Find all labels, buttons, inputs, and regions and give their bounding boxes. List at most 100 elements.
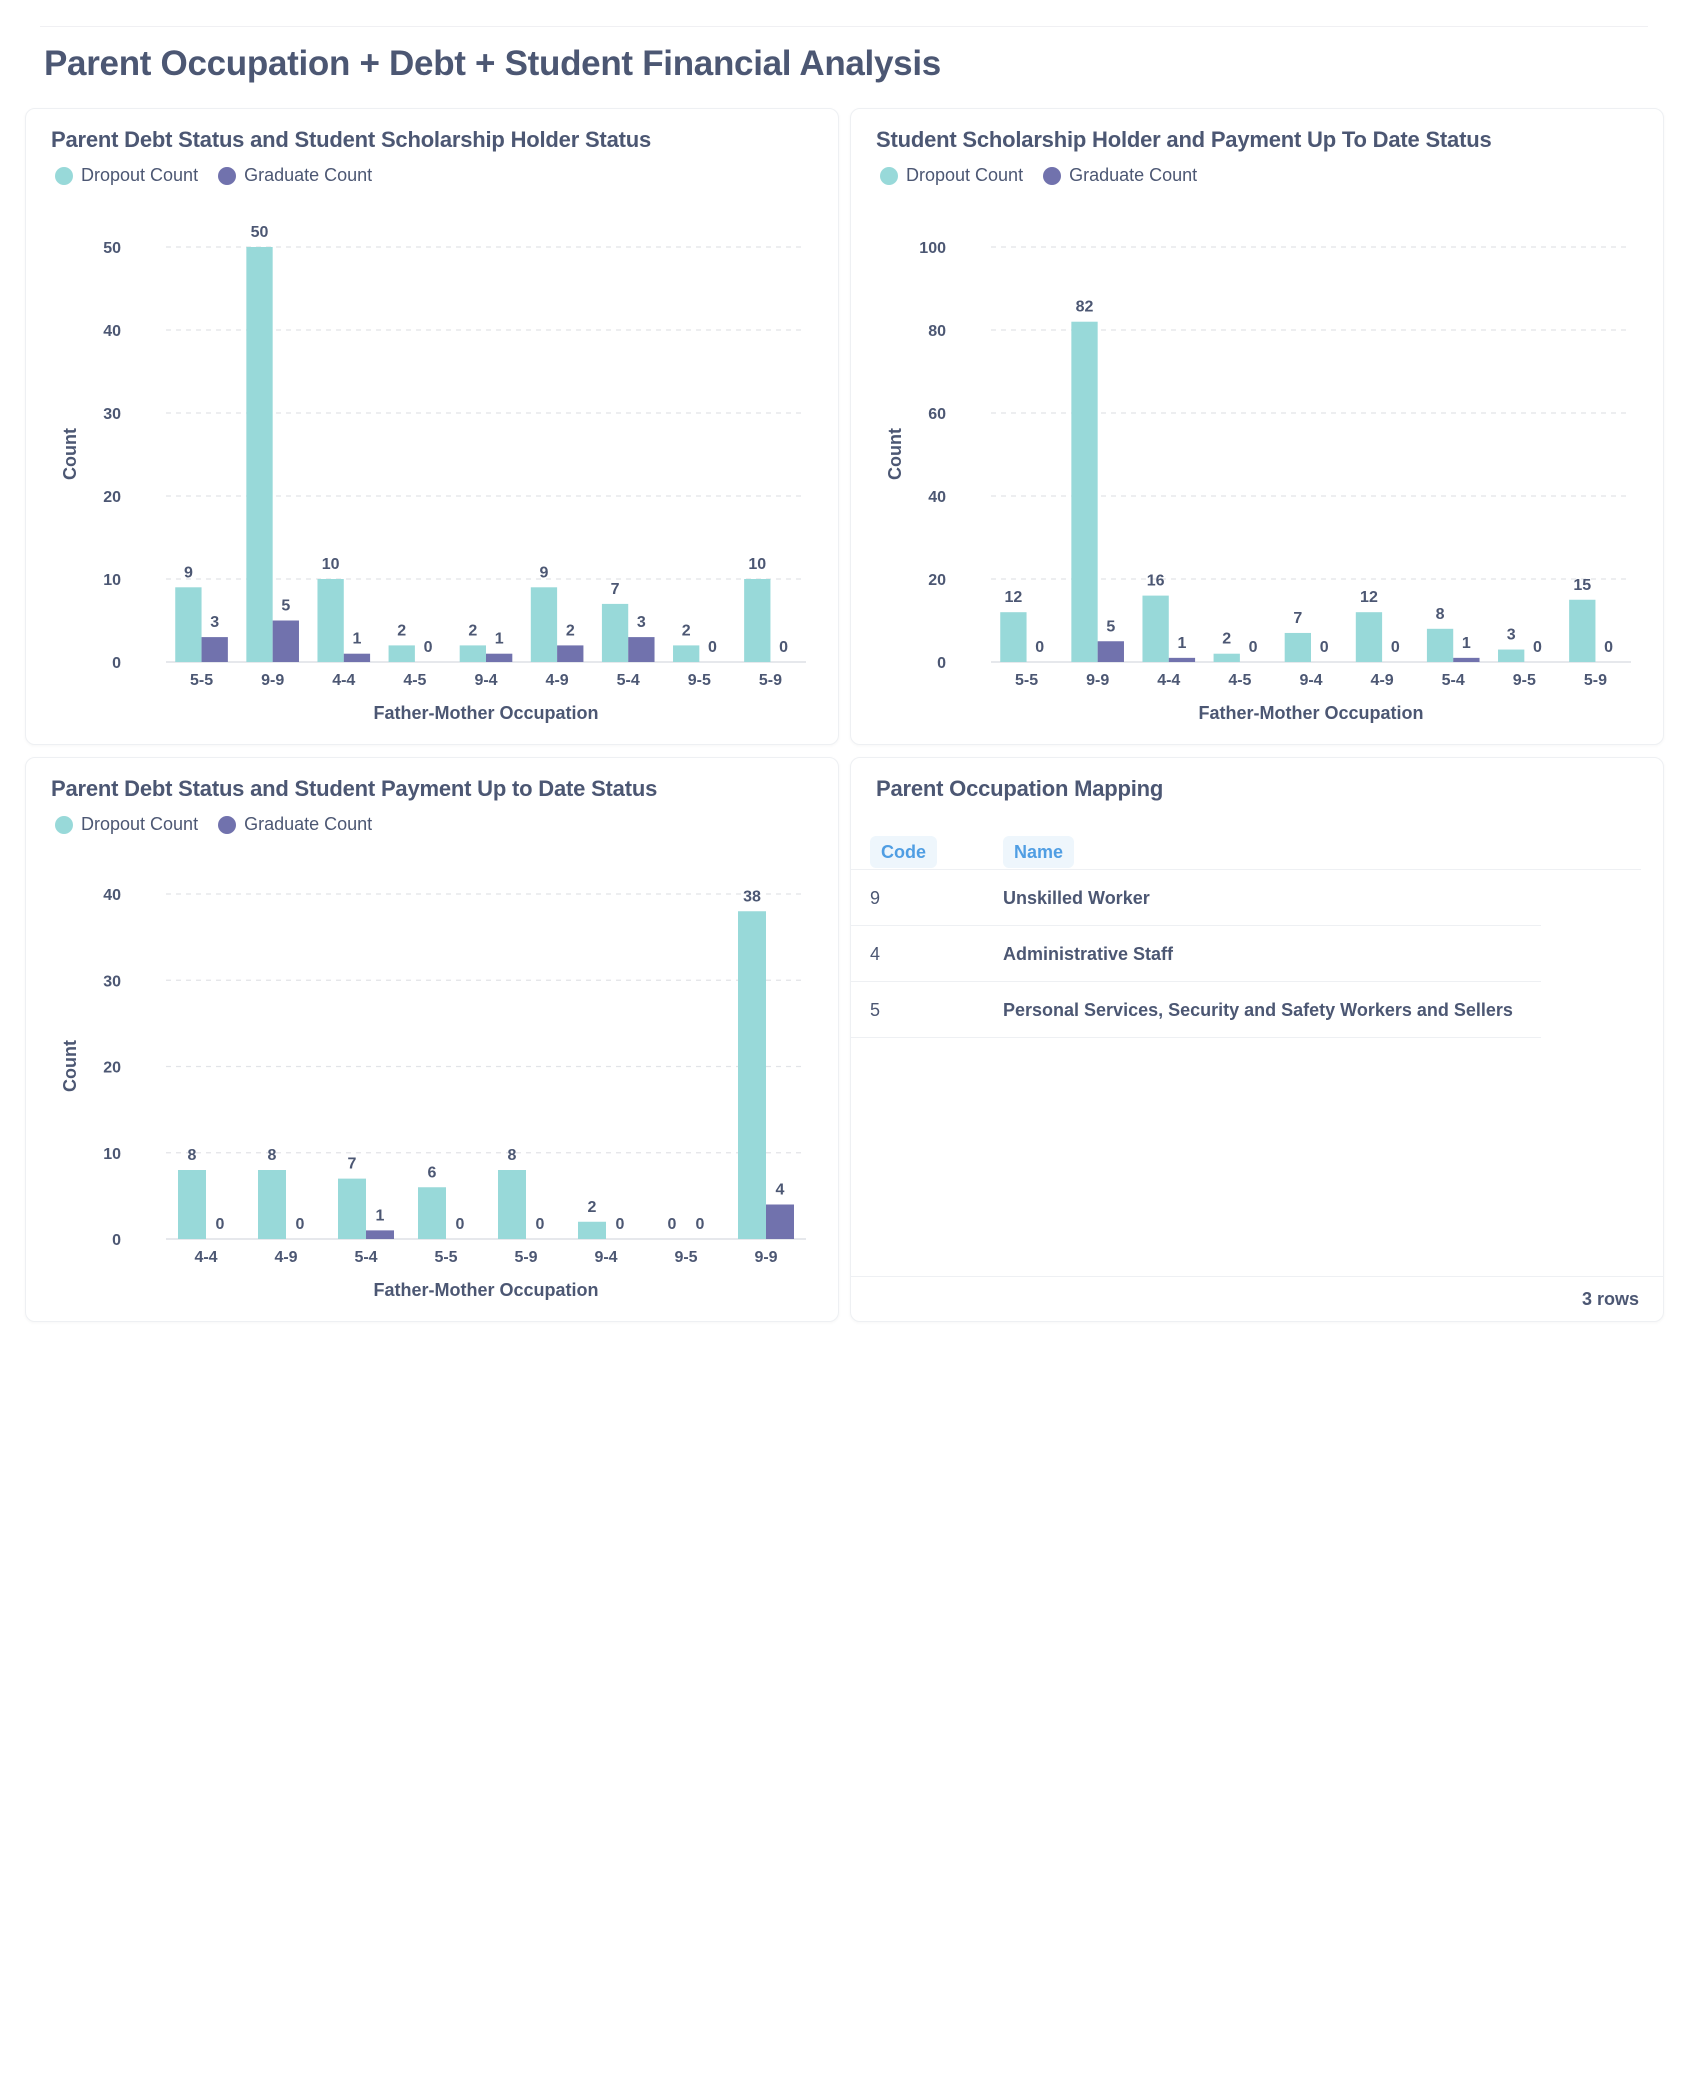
table-row: 5 Personal Services, Security and Safety… [851,982,1541,1038]
chart-title[interactable]: Parent Debt Status and Student Scholarsh… [51,127,651,152]
data-label: 3 [1507,627,1516,644]
x-tick-label: 5-4 [354,1249,377,1266]
legend-dot-graduate [218,815,237,834]
chart-title[interactable]: Student Scholarship Holder and Payment U… [876,127,1492,152]
legend-item-dropout[interactable]: Dropout Count [55,165,198,186]
chart-legend: Dropout Count Graduate Count [55,814,372,835]
data-label: 2 [1222,631,1231,648]
data-label: 7 [1293,610,1302,627]
data-label: 9 [540,564,549,581]
data-label: 12 [1360,589,1378,606]
table-header-divider [851,869,1641,870]
data-label: 0 [1320,639,1329,656]
table-title[interactable]: Parent Occupation Mapping [876,776,1164,801]
y-tick-label: 80 [928,323,946,340]
data-label: 8 [268,1147,277,1164]
data-label: 7 [348,1156,357,1173]
x-tick-label: 5-9 [514,1249,537,1266]
legend-item-graduate[interactable]: Graduate Count [1043,165,1197,186]
table-card-occupation-mapping[interactable]: Parent Occupation Mapping Code Name 9 Un… [850,757,1664,1322]
x-tick-label: 4-9 [546,672,569,689]
legend-item-dropout[interactable]: Dropout Count [880,165,1023,186]
bar-dropout [530,587,558,662]
bar-dropout [498,1170,526,1239]
legend-item-dropout[interactable]: Dropout Count [55,814,198,835]
bar-dropout [1355,612,1383,662]
y-tick-label: 40 [103,887,121,904]
bar-graduate [1168,657,1196,662]
y-tick-label: 40 [103,323,121,340]
bar-dropout [338,1178,366,1239]
cell-name: Personal Services, Security and Safety W… [1003,1000,1513,1020]
data-label: 4 [776,1182,785,1199]
data-label: 1 [495,631,504,648]
data-label: 0 [616,1216,625,1233]
data-label: 0 [1035,639,1044,656]
legend-label-graduate: Graduate Count [244,165,373,185]
y-axis-title: Count [60,1040,80,1092]
data-label: 1 [376,1207,385,1224]
x-tick-label: 9-5 [688,672,711,689]
data-label: 3 [210,614,219,631]
legend-dot-dropout [55,166,73,185]
y-tick-label: 0 [112,655,121,672]
legend-label-graduate: Graduate Count [1069,165,1198,185]
x-tick-label: 9-4 [594,1249,617,1266]
data-label: 0 [696,1216,705,1233]
column-header-name[interactable]: Name [1003,836,1075,868]
bar-dropout [1213,653,1240,662]
y-tick-label: 60 [928,406,946,423]
x-tick-label: 9-5 [674,1249,697,1266]
bar-dropout [738,911,766,1239]
legend-item-graduate[interactable]: Graduate Count [218,165,372,186]
data-label: 15 [1573,577,1591,594]
x-tick-label: 5-9 [759,672,782,689]
bar-dropout [1142,595,1169,662]
chart-card-scholarship-debt[interactable]: Parent Debt Status and Student Scholarsh… [25,108,839,745]
bar-dropout [388,645,415,662]
x-axis-title: Father-Mother Occupation [373,1280,598,1300]
legend-label-graduate: Graduate Count [244,814,373,834]
cell-name: Unskilled Worker [1003,888,1150,908]
bar-graduate [486,653,513,662]
chart-card-debt-payment[interactable]: Parent Debt Status and Student Payment U… [25,757,839,1322]
data-label: 8 [188,1147,197,1164]
row-divider [851,1037,1541,1038]
data-label: 2 [397,622,406,639]
legend-item-graduate[interactable]: Graduate Count [218,814,372,835]
x-tick-label: 9-4 [1299,672,1322,689]
bar-dropout [178,1170,206,1239]
x-axis-title: Father-Mother Occupation [1198,703,1423,723]
x-tick-label: 9-9 [261,672,284,689]
bar-dropout [175,587,202,662]
data-label: 10 [748,556,766,573]
chart-card-scholarship-payment[interactable]: Student Scholarship Holder and Payment U… [850,108,1664,745]
chart-title[interactable]: Parent Debt Status and Student Payment U… [51,776,658,801]
y-tick-label: 20 [103,489,121,506]
data-label: 7 [611,581,620,598]
x-tick-label: 9-9 [1086,672,1109,689]
bar-graduate [343,653,371,662]
data-label: 50 [251,224,269,241]
header-divider [40,26,1648,27]
column-header-code[interactable]: Code [870,836,937,868]
y-tick-label: 20 [103,1060,121,1077]
bar-graduate [201,637,228,662]
data-label: 1 [352,631,361,648]
y-tick-label: 0 [112,1232,121,1249]
data-label: 8 [508,1147,517,1164]
data-label: 1 [1177,635,1186,652]
table-header: Code Name [851,822,1641,882]
x-tick-label: 9-9 [754,1249,777,1266]
data-label: 16 [1147,573,1165,590]
bar-dropout [459,645,486,662]
data-label: 0 [216,1216,225,1233]
bar-dropout [246,247,273,662]
data-label: 0 [424,639,433,656]
data-label: 2 [566,622,575,639]
x-tick-label: 5-5 [190,672,213,689]
x-tick-label: 5-4 [1442,672,1465,689]
data-label: 9 [184,564,193,581]
